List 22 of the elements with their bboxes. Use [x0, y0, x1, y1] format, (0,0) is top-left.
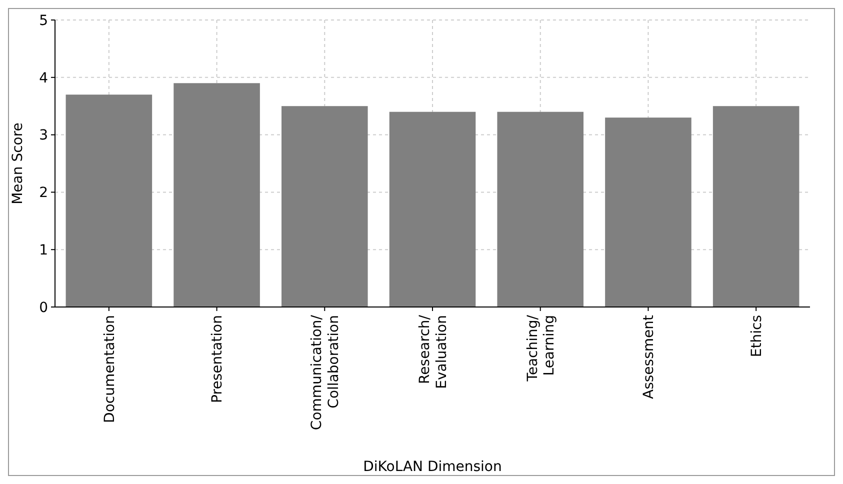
bar [497, 112, 584, 307]
x-tick-label: Communication/ Collaboration [309, 314, 342, 430]
bar [282, 106, 368, 307]
x-tick-label: Ethics [748, 315, 765, 358]
y-tick-label: 1 [39, 242, 48, 258]
x-tick-label: Presentation [210, 315, 226, 403]
x-tick-label: Research/ Evaluation [417, 314, 450, 389]
x-tick-label: Teaching/ Learning [524, 314, 558, 382]
x-tick-label: Documentation [102, 315, 118, 423]
y-tick-label: 2 [39, 185, 48, 202]
bar [174, 83, 260, 307]
x-axis-title: DiKoLAN Dimension [363, 459, 502, 475]
y-axis-title: Mean Score [10, 122, 26, 204]
bar [712, 106, 800, 307]
bar [66, 94, 152, 307]
bar [605, 118, 692, 307]
bar [389, 112, 476, 307]
x-tick-label: Assessment [641, 314, 658, 399]
y-tick-label: 4 [39, 70, 48, 86]
y-tick-label: 3 [39, 128, 48, 144]
y-tick-label: 5 [39, 12, 48, 29]
y-tick-label: 0 [39, 300, 48, 316]
